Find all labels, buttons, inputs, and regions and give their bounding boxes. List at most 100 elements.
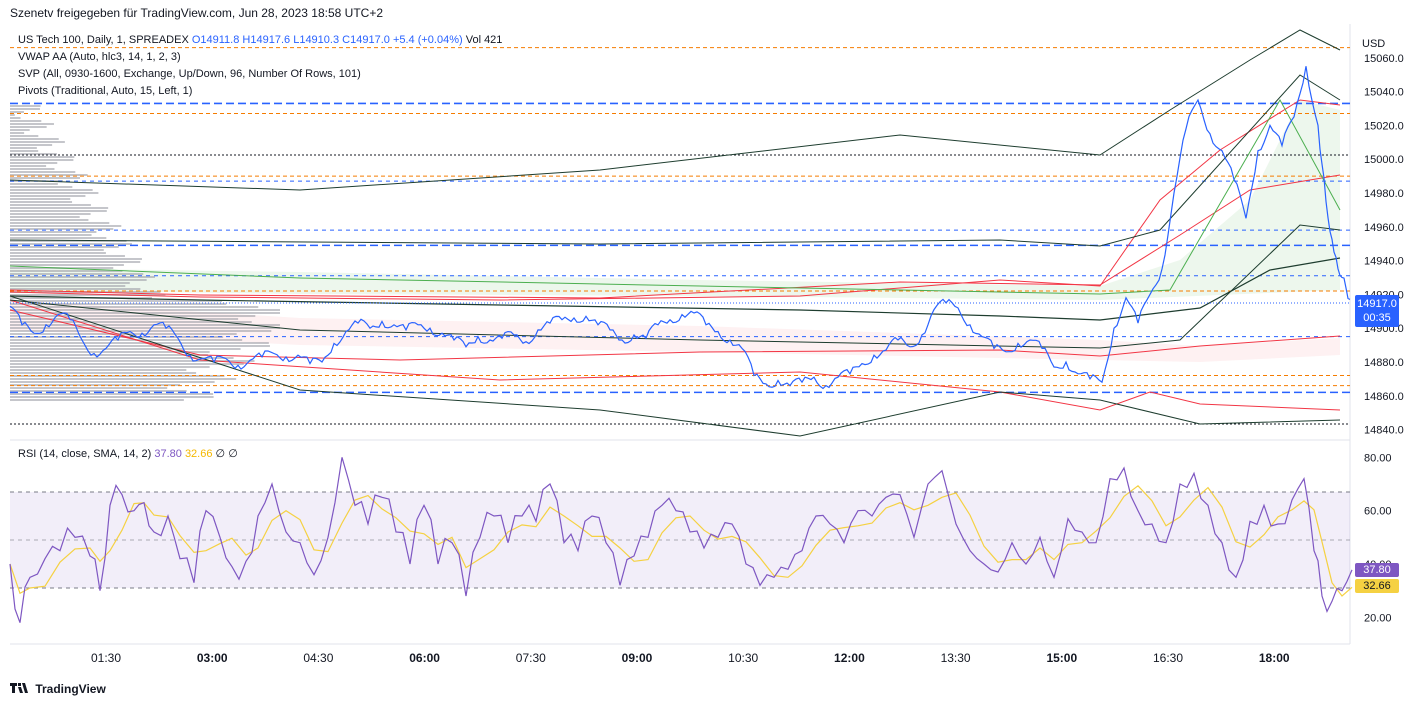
vwap-bands: [9, 29, 1341, 437]
volume-profile-bar: [10, 228, 114, 230]
time-tick-label: 15:00: [1046, 651, 1077, 665]
volume-profile-bar: [10, 300, 223, 302]
volume-profile-bar: [10, 144, 53, 146]
volume-profile-bar: [10, 339, 243, 341]
price-line: [9, 66, 1351, 390]
vwap-legend[interactable]: VWAP AA (Auto, hlc3, 14, 1, 2, 3): [18, 51, 181, 63]
time-tick-label: 07:30: [516, 651, 546, 665]
volume-profile-bar: [10, 294, 166, 296]
time-axis[interactable]: 01:30 03:00 04:30 06:00 07:30 09:00 10:30 12:00…: [91, 651, 1290, 665]
price-pane[interactable]: [10, 24, 1350, 438]
pivot-lines: [10, 47, 1350, 425]
volume-profile-bar: [10, 210, 107, 212]
band-dark-upper-2: [9, 74, 1341, 247]
volume-profile-bar: [10, 189, 93, 191]
volume-profile-bar: [10, 165, 47, 167]
volume-profile-bar: [10, 333, 237, 335]
symbol-legend[interactable]: US Tech 100, Daily, 1, SPREADEX O14911.8…: [18, 34, 502, 46]
volume-profile-bar: [10, 207, 109, 209]
price-tick-label: 15040.0: [1364, 87, 1404, 99]
tradingview-label: TradingView: [35, 682, 106, 696]
time-tick-label: 04:30: [303, 651, 333, 665]
volume-profile-bar: [10, 123, 54, 125]
volume-profile-bar: [10, 315, 256, 317]
rsi-sma-value: 32.66: [184, 448, 213, 460]
change-value: +5.4 (+0.04%): [392, 34, 463, 46]
pivots-legend[interactable]: Pivots (Traditional, Auto, 15, Left, 1): [18, 85, 193, 97]
volume-profile-bar: [10, 174, 88, 176]
volume-profile-bar: [10, 240, 127, 242]
tradingview-brand[interactable]: TradingView: [10, 682, 106, 696]
volume-profile-bar: [10, 213, 91, 215]
volume-profile-bar: [10, 120, 42, 122]
band-dark-upper: [9, 29, 1341, 191]
rsi-title: RSI (14, close, SMA, 14, 2): [18, 448, 152, 460]
price-tick-label: 14980.0: [1364, 188, 1404, 200]
rsi-legend[interactable]: RSI (14, close, SMA, 14, 2) 37.80 32.66 …: [18, 447, 238, 460]
volume-profile-bar: [10, 135, 39, 137]
volume-profile-bar: [10, 198, 71, 200]
time-tick-label: 12:00: [834, 651, 865, 665]
band-red-upper-1: [9, 99, 1341, 301]
volume-profile-bar: [10, 201, 73, 203]
volume-profile-bar: [10, 342, 269, 344]
band-dark-lower: [9, 295, 1341, 437]
volume-value: Vol 421: [465, 34, 503, 46]
rsi-tick-label: 80.00: [1364, 452, 1392, 464]
open-value: O14911.8: [191, 34, 240, 46]
volume-profile-bar: [10, 378, 237, 380]
volume-profile-bar: [10, 324, 280, 326]
price-axis[interactable]: 15060.0 15040.0 15020.0 15000.0 14980.0 14960…: [1364, 53, 1404, 437]
price-tick-label: 14940.0: [1364, 256, 1404, 268]
volume-profile-bar: [10, 192, 99, 194]
volume-profile-bar: [10, 348, 241, 350]
band-red-lower-2: [9, 309, 1341, 361]
published-note: Szenetv freigegeben für TradingView.com,…: [10, 6, 384, 20]
rsi-sma-tag: 32.66: [1355, 579, 1399, 593]
rsi-sma-line: [9, 484, 1353, 597]
volume-profile-bar: [10, 234, 92, 236]
volume-profile-bar: [10, 171, 76, 173]
volume-profile-bar: [10, 276, 155, 278]
volume-profile-bar: [10, 327, 280, 329]
volume-profile-bar: [10, 147, 37, 149]
price-tick-label: 15020.0: [1364, 120, 1404, 132]
price-tick-label: 14960.0: [1364, 222, 1404, 234]
volume-profile-bar: [10, 363, 244, 365]
volume-profile-bar: [10, 150, 39, 152]
volume-profile-bar: [10, 372, 197, 374]
volume-profile-bar: [10, 132, 25, 134]
rsi-line: [9, 457, 1353, 623]
price-tick-label: 14860.0: [1364, 391, 1404, 403]
volume-profile-bar: [10, 309, 280, 311]
volume-profile-bar: [10, 114, 15, 116]
volume-profile-bar: [10, 153, 57, 155]
bar-countdown: 00:35: [1363, 312, 1391, 324]
time-tick-label: 01:30: [91, 651, 121, 665]
volume-profile-bar: [10, 219, 89, 221]
volume-profile-bar: [10, 159, 74, 161]
volume-profile-bar: [10, 330, 272, 332]
high-value: H14917.6: [242, 34, 291, 46]
volume-profile-bar: [10, 387, 168, 389]
volume-profile-bar: [10, 273, 144, 275]
volume-profile-bar: [10, 186, 73, 188]
volume-profile-bar: [10, 345, 270, 347]
volume-profile-bar: [10, 183, 58, 185]
volume-profile-bar: [10, 288, 141, 290]
volume-profile: [10, 105, 280, 401]
currency-label: USD: [1362, 38, 1385, 50]
volume-profile-bar: [10, 225, 122, 227]
rsi-value-tag: 37.80: [1355, 563, 1399, 577]
volume-profile-bar: [10, 105, 41, 107]
time-tick-label: 16:30: [1153, 651, 1183, 665]
rsi-tick-label: 20.00: [1364, 612, 1392, 624]
volume-profile-bar: [10, 156, 75, 158]
volume-profile-bar: [10, 375, 225, 377]
last-price-tag: 14917.0 00:35: [1355, 295, 1399, 327]
volume-profile-bar: [10, 246, 119, 248]
volume-profile-bar: [10, 312, 280, 314]
volume-profile-bar: [10, 177, 80, 179]
svp-legend[interactable]: SVP (All, 0930-1600, Exchange, Up/Down, …: [18, 68, 361, 80]
